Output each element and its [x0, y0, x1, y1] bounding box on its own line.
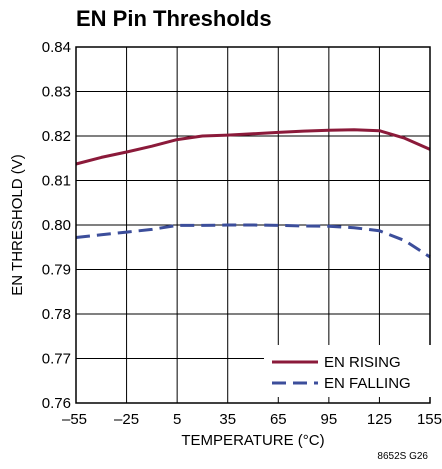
series-line-en-rising: [75, 128, 431, 166]
x-axis-label: TEMPERATURE (°C): [181, 432, 324, 449]
x-tick-label: 95: [321, 411, 338, 428]
figure-id: 8652S G26: [377, 451, 428, 462]
legend: EN RISING EN FALLING: [264, 345, 432, 397]
plot-frame: [75, 46, 431, 404]
y-tick-label: 0.79: [42, 262, 71, 279]
y-tick-label: 0.82: [42, 128, 71, 145]
legend-label-en-rising: EN RISING: [324, 354, 401, 371]
chart-title: EN Pin Thresholds: [76, 6, 272, 31]
y-tick-label: 0.81: [42, 173, 71, 190]
legend-label-en-falling: EN FALLING: [324, 375, 411, 392]
series-lines: [75, 128, 431, 259]
x-tick-label: 35: [219, 411, 236, 428]
x-tick-label: 125: [367, 411, 392, 428]
series-line-en-falling: [75, 223, 431, 259]
x-tick-label: 5: [173, 411, 181, 428]
y-tick-label: 0.78: [42, 306, 71, 323]
x-tick-label: –25: [114, 411, 139, 428]
x-tick-label: 155: [417, 411, 442, 428]
y-tick-label: 0.76: [42, 395, 71, 412]
y-axis-label: EN THRESHOLD (V): [9, 154, 26, 295]
x-tick-label: –55: [62, 411, 87, 428]
legend-background: [264, 345, 432, 397]
y-tick-label: 0.80: [42, 217, 71, 234]
y-tick-label: 0.77: [42, 351, 71, 368]
y-tick-label: 0.83: [42, 84, 71, 101]
y-tick-label: 0.84: [42, 39, 71, 56]
x-tick-label: 65: [270, 411, 287, 428]
tick-labels: –55 –25 5 35 65 95 125 155 0.76 0.77 0.78 0.79 0.80 0…: [42, 39, 442, 428]
